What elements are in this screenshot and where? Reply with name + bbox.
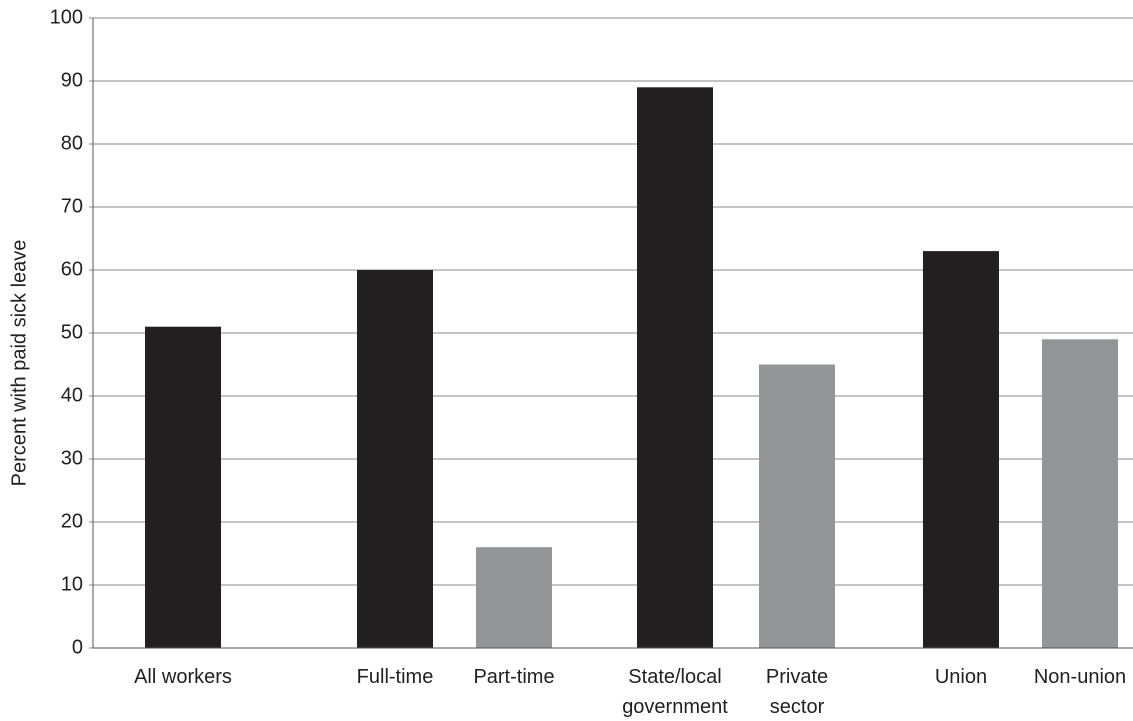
y-tick-label: 0 [72,636,83,658]
bar [357,270,433,648]
x-tick-label: Private sector [765,666,829,718]
bar [476,547,552,648]
x-tick-label: Non-union [1033,666,1127,688]
x-tick-label: State/local government [622,666,728,718]
bar [145,326,221,648]
bar [1042,339,1118,648]
y-tick-label: 50 [61,321,83,343]
y-tick-label: 70 [61,195,83,217]
y-tick-label: 40 [61,384,83,406]
bar [759,364,835,648]
y-tick-label: 10 [61,573,83,595]
x-tick-label: Part-time [473,666,555,688]
y-tick-label: 20 [61,510,83,532]
y-tick-label: 100 [50,6,83,28]
x-tick-label: Full-time [356,666,434,688]
bar [637,87,713,649]
y-tick-label: 30 [61,447,83,469]
y-axis-label: Percent with paid sick leave [8,240,30,487]
y-tick-label: 60 [61,258,83,280]
y-tick-label: 90 [61,69,83,91]
bar [923,251,999,648]
x-tick-label: All workers [134,666,232,688]
x-tick-label: Union [934,666,988,688]
y-tick-label: 80 [61,132,83,154]
